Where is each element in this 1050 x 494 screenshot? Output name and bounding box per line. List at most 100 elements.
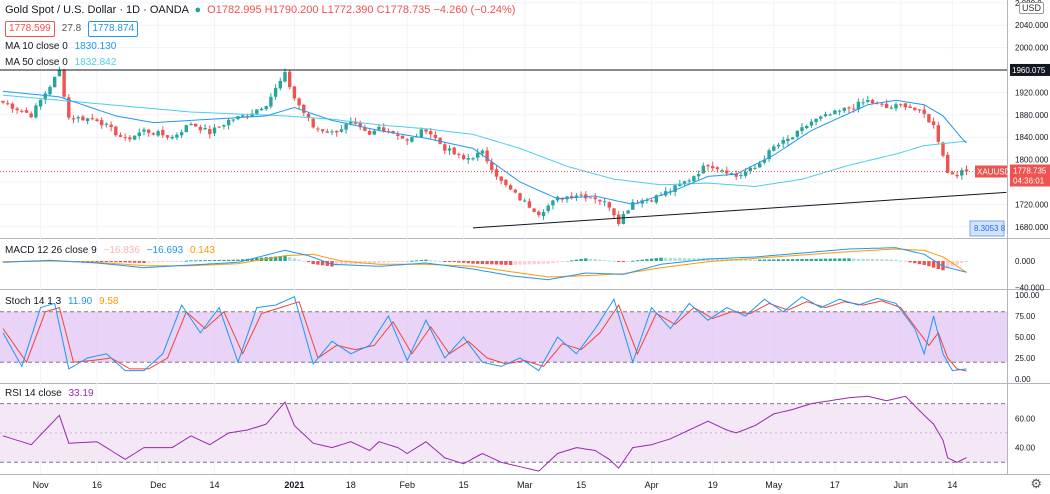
ma10-legend[interactable]: MA 10 close 0 1830.130 <box>5 41 116 52</box>
macd-histogram-bar <box>194 260 198 262</box>
stoch-tick-label: 75.00 <box>1015 312 1036 321</box>
candle-down <box>433 134 438 139</box>
x-tick-label: 2021 <box>284 480 304 490</box>
candle-up <box>781 139 785 144</box>
candle-up <box>231 119 235 121</box>
candle-down <box>325 131 329 133</box>
macd-histogram-bar <box>640 259 644 261</box>
macd-histogram-bar <box>452 261 456 263</box>
macd-histogram-bar <box>377 261 381 263</box>
settings-gear-icon[interactable]: ⚙ <box>1030 476 1042 491</box>
macd-line <box>2 247 967 281</box>
macd-histogram-bar <box>391 261 395 262</box>
candle-up <box>85 118 90 122</box>
currency-button[interactable]: USD <box>1019 2 1045 14</box>
macd-histogram-bar <box>790 259 795 261</box>
x-tick-label: 15 <box>576 480 586 490</box>
rsi-legend[interactable]: RSI 14 close 33.19 <box>5 388 94 399</box>
macd-histogram-bar <box>795 259 799 261</box>
macd-histogram-bar <box>273 256 278 261</box>
candle-up <box>226 119 231 126</box>
macd-histogram-bar <box>762 259 767 261</box>
macd-tick-label: 0.000 <box>1015 257 1036 266</box>
candle-down <box>570 196 574 198</box>
macd-legend[interactable]: MACD 12 26 close 9 −16.836 −16.693 0.143 <box>5 245 215 256</box>
candle-down <box>353 121 358 124</box>
candle-down <box>941 142 945 156</box>
candle-up <box>809 121 814 126</box>
macd-histogram-bar <box>339 261 344 265</box>
macd-histogram-bar <box>198 260 203 262</box>
candle-down <box>123 137 127 139</box>
candle-down <box>734 173 738 177</box>
candle-up <box>776 144 781 147</box>
macd-histogram-bar <box>786 259 790 261</box>
candle-up <box>828 114 832 116</box>
candle-down <box>288 71 292 88</box>
macd-histogram-bar <box>917 261 922 265</box>
candle-down <box>931 121 936 126</box>
price-tick-label: 2000.000 <box>1015 44 1049 53</box>
macd-histogram-bar <box>405 261 409 262</box>
candle-up <box>790 137 795 140</box>
candle-down <box>81 116 85 121</box>
candle-down <box>870 99 875 104</box>
chart-header: Gold Spot / U.S. Dollar · 1D · OANDA ● O… <box>5 4 515 16</box>
candle-down <box>90 118 94 120</box>
ask-price-button[interactable]: 1778.874 <box>88 21 139 37</box>
candle-down <box>588 197 593 199</box>
candle-up <box>175 134 179 138</box>
candle-up <box>626 210 630 214</box>
macd-histogram-bar <box>617 261 621 262</box>
macd-histogram-bar <box>837 258 842 261</box>
candle-up <box>551 200 555 206</box>
macd-histogram-bar <box>447 261 452 262</box>
macd-histogram-bar <box>476 261 480 264</box>
candle-up <box>377 126 381 130</box>
ma50-line <box>2 94 967 188</box>
macd-histogram-bar <box>222 259 226 261</box>
macd-histogram-bar <box>598 259 602 261</box>
symbol-title[interactable]: Gold Spot / U.S. Dollar · 1D · OANDA <box>5 4 189 16</box>
price-tick-label: 1880.000 <box>1015 111 1049 120</box>
macd-histogram-bar <box>508 261 513 265</box>
macd-histogram-bar <box>612 260 616 262</box>
macd-histogram-bar <box>316 261 320 265</box>
macd-histogram-bar <box>668 257 673 261</box>
x-tick-label: 17 <box>830 480 840 490</box>
ma50-legend[interactable]: MA 50 close 0 1832.842 <box>5 57 116 68</box>
macd-histogram-bar <box>429 260 433 262</box>
candle-down <box>367 130 372 135</box>
candle-up <box>800 127 804 132</box>
ma10-line <box>2 90 967 205</box>
x-tick-label: Nov <box>33 480 50 490</box>
macd-histogram-bar <box>823 258 828 261</box>
candle-up <box>241 115 245 117</box>
macd-histogram-bar <box>100 261 104 262</box>
spread-value: 27.8 <box>61 23 82 34</box>
macd-histogram-bar <box>255 258 259 261</box>
macd-histogram-bar <box>325 261 329 266</box>
candle-down <box>194 123 198 127</box>
macd-histogram-bar <box>960 261 964 263</box>
candle-up <box>842 107 846 111</box>
candle-down <box>358 123 362 128</box>
macd-histogram-bar <box>678 257 682 261</box>
stoch-label: Stoch 14 1 3 <box>5 296 62 307</box>
macd-histogram-bar <box>570 260 574 262</box>
candle-down <box>913 107 917 110</box>
x-tick-label: Jun <box>893 480 908 490</box>
candle-down <box>128 137 132 140</box>
macd-histogram-bar <box>114 261 118 263</box>
candle-up <box>142 129 146 132</box>
candle-up <box>753 167 757 169</box>
candle-up <box>447 148 452 151</box>
candle-up <box>57 70 62 77</box>
stoch-legend[interactable]: Stoch 14 1 3 11.90 9.58 <box>5 296 118 307</box>
macd-histogram-bar <box>814 258 818 261</box>
candle-up <box>687 180 691 182</box>
candle-down <box>438 137 442 144</box>
macd-histogram-bar <box>706 258 710 261</box>
bid-price-button[interactable]: 1778.599 <box>5 21 55 37</box>
